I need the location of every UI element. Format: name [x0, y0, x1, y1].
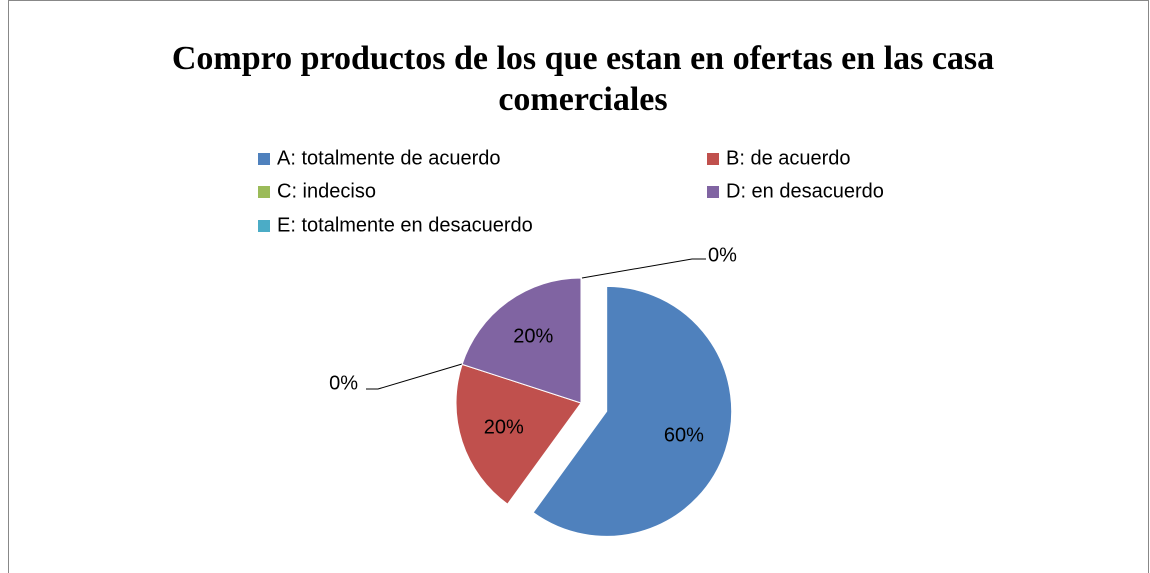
legend-swatch	[258, 220, 270, 232]
leader-line	[581, 258, 706, 279]
chart-border	[8, 0, 1149, 573]
legend-label: C: indeciso	[277, 180, 376, 202]
legend-label: A: totalmente de acuerdo	[277, 147, 500, 169]
leader-line	[366, 363, 463, 390]
chart-title: Compro productos de los que estan en ofe…	[171, 40, 995, 118]
data-label: 20%	[513, 326, 553, 348]
legend-swatch	[258, 186, 270, 198]
data-label: 60%	[664, 425, 704, 447]
data-label: 20%	[484, 416, 524, 438]
pie-slice	[455, 363, 582, 505]
legend-swatch	[258, 153, 270, 165]
data-label: 0%	[708, 244, 737, 266]
legend-label: D: en desacuerdo	[726, 180, 884, 202]
legend-label: B: de acuerdo	[726, 147, 851, 169]
legend-label: E: totalmente en desacuerdo	[277, 214, 533, 236]
data-label: 0%	[329, 372, 358, 394]
pie-slice	[461, 277, 582, 404]
legend-swatch	[707, 153, 719, 165]
pie-slice	[532, 285, 733, 537]
legend-swatch	[707, 186, 719, 198]
